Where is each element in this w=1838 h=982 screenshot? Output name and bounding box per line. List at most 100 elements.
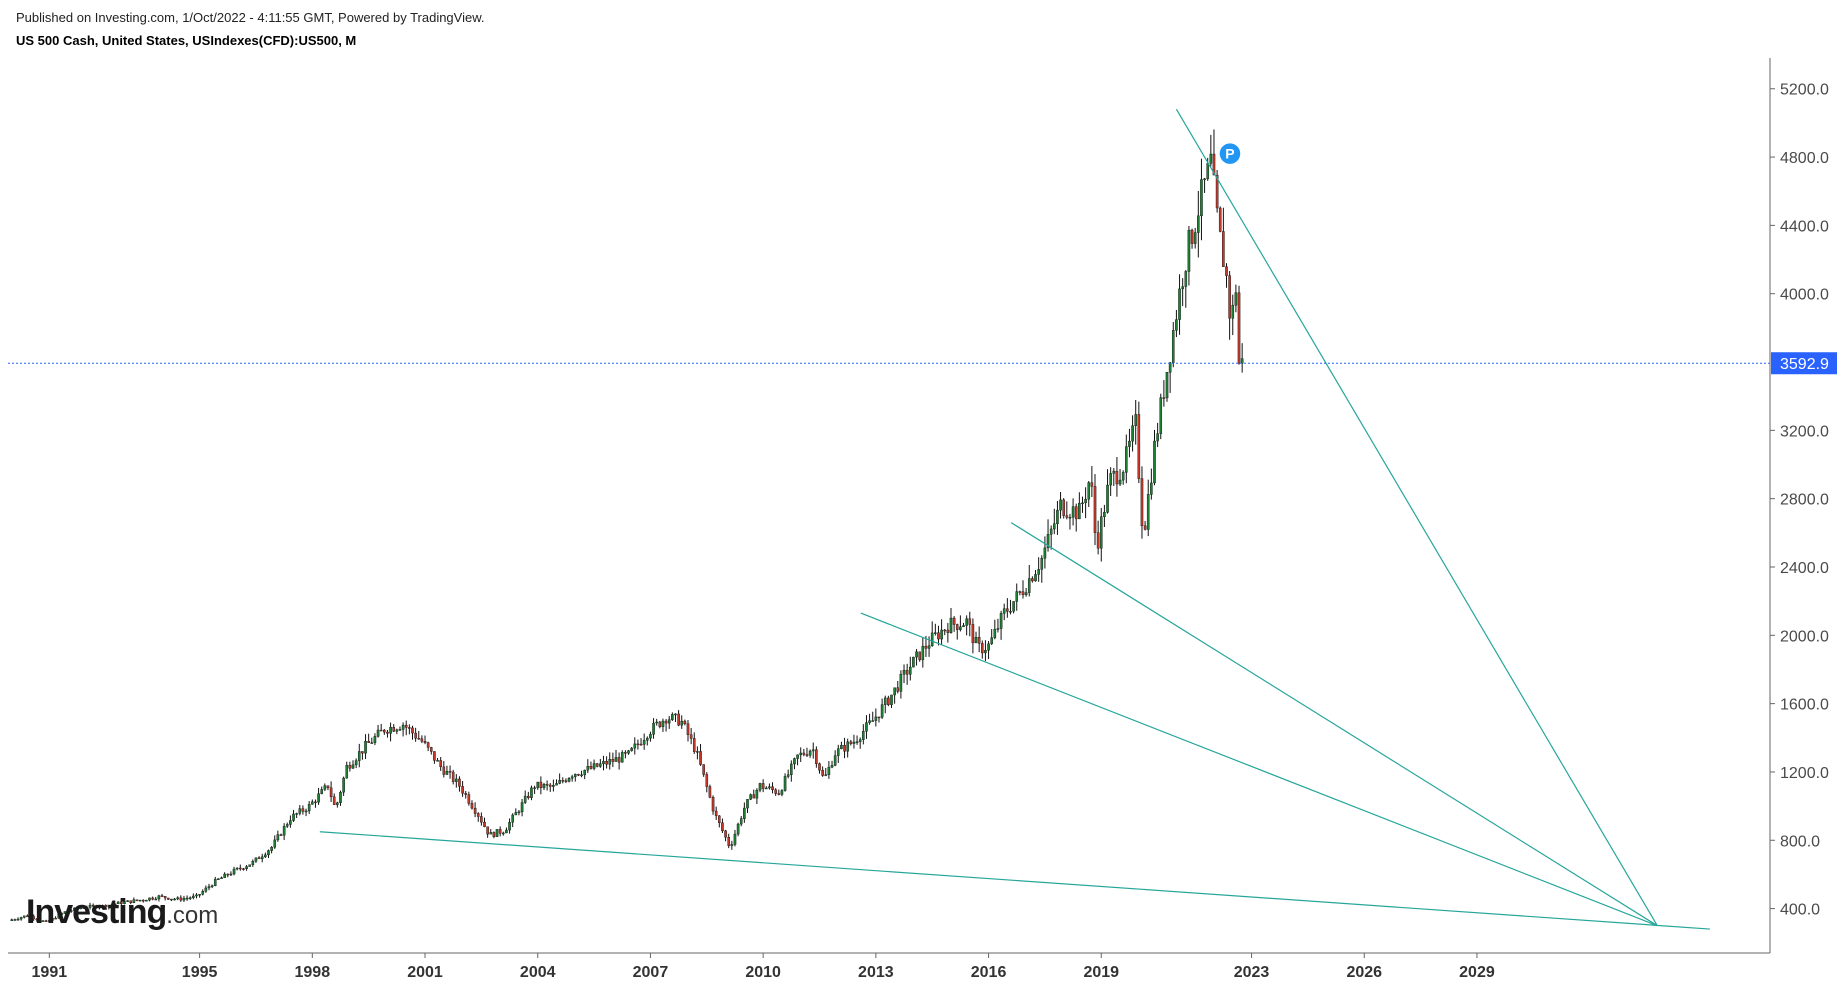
candle-body[interactable] [473, 807, 477, 814]
candle-body[interactable] [357, 751, 361, 761]
candle-body[interactable] [307, 804, 311, 812]
candle-body[interactable] [1156, 433, 1159, 442]
candle-body[interactable] [786, 774, 790, 777]
candle-body[interactable] [971, 624, 975, 644]
candle-body[interactable] [411, 727, 414, 734]
candle-body[interactable] [974, 637, 978, 644]
candle-body[interactable] [1053, 523, 1056, 530]
candle-body[interactable] [38, 919, 42, 922]
candle-body[interactable] [192, 895, 195, 898]
candle-body[interactable] [173, 898, 176, 901]
candle-body[interactable] [467, 794, 471, 804]
candle-body[interactable] [614, 757, 618, 762]
candle-body[interactable] [508, 822, 511, 831]
candle-body[interactable] [116, 901, 120, 905]
candle-body[interactable] [736, 823, 740, 835]
candle-body[interactable] [276, 834, 280, 841]
candle-body[interactable] [1134, 414, 1138, 426]
candle-body[interactable] [1068, 516, 1072, 519]
candle-body[interactable] [915, 651, 918, 658]
candle-body[interactable] [501, 832, 505, 835]
candle-body[interactable] [423, 741, 427, 743]
candle-body[interactable] [771, 786, 774, 791]
candle-body[interactable] [439, 760, 442, 768]
candle-body[interactable] [229, 873, 233, 876]
candle-body[interactable] [476, 813, 480, 817]
candle-body[interactable] [458, 778, 461, 787]
candle-body[interactable] [608, 759, 612, 765]
candle-body[interactable] [639, 743, 643, 746]
candle-body[interactable] [217, 878, 220, 880]
candle-body[interactable] [630, 747, 633, 751]
candle-body[interactable] [818, 763, 821, 771]
candle-body[interactable] [348, 765, 352, 769]
candle-body[interactable] [57, 914, 61, 919]
candle-body[interactable] [1071, 506, 1075, 518]
candle-body[interactable] [1006, 608, 1009, 612]
candle-body[interactable] [896, 687, 900, 692]
candle-body[interactable] [833, 755, 837, 766]
candle-body[interactable] [1099, 516, 1103, 549]
candle-body[interactable] [752, 794, 756, 799]
candle-body[interactable] [667, 719, 671, 724]
candle-body[interactable] [329, 787, 333, 798]
candle-body[interactable] [1059, 499, 1062, 511]
candle-body[interactable] [843, 745, 846, 752]
candle-body[interactable] [505, 829, 508, 834]
candle-body[interactable] [912, 656, 915, 668]
candle-body[interactable] [345, 765, 349, 779]
candle-body[interactable] [461, 786, 464, 794]
candle-body[interactable] [1225, 266, 1228, 276]
candle-body[interactable] [395, 729, 399, 732]
candle-body[interactable] [404, 724, 408, 728]
candle-body[interactable] [13, 919, 17, 921]
candle-body[interactable] [1222, 231, 1225, 267]
candle-body[interactable] [48, 920, 51, 922]
candle-body[interactable] [520, 802, 524, 813]
candle-body[interactable] [279, 834, 283, 836]
candle-body[interactable] [29, 915, 32, 918]
candle-body[interactable] [627, 750, 630, 754]
candle-body[interactable] [902, 669, 906, 675]
candle-body[interactable] [1021, 591, 1025, 595]
candle-body[interactable] [185, 897, 189, 900]
candle-body[interactable] [793, 758, 796, 765]
candle-body[interactable] [354, 760, 358, 766]
candle-body[interactable] [567, 778, 571, 782]
candle-body[interactable] [743, 807, 746, 819]
candle-body[interactable] [304, 810, 308, 813]
candle-body[interactable] [1118, 479, 1122, 485]
candle-body[interactable] [22, 915, 26, 918]
candle-body[interactable] [336, 802, 339, 805]
candle-body[interactable] [1181, 286, 1184, 290]
candle-body[interactable] [836, 748, 840, 756]
candle-body[interactable] [451, 771, 455, 782]
candle-body[interactable] [561, 780, 565, 782]
candle-body[interactable] [727, 837, 731, 846]
candle-body[interactable] [599, 763, 602, 767]
candle-body[interactable] [1237, 292, 1241, 364]
candle-body[interactable] [658, 721, 662, 727]
candle-body[interactable] [35, 918, 39, 921]
candle-body[interactable] [235, 867, 239, 870]
candle-body[interactable] [69, 910, 73, 912]
candle-body[interactable] [702, 764, 705, 775]
candle-body[interactable] [160, 895, 164, 897]
candle-body[interactable] [542, 784, 546, 788]
candle-body[interactable] [1162, 397, 1166, 399]
candle-body[interactable] [41, 920, 45, 922]
candle-body[interactable] [1150, 482, 1153, 495]
candle-body[interactable] [993, 628, 997, 638]
candle-body[interactable] [248, 864, 251, 867]
candle-body[interactable] [548, 784, 552, 787]
candle-body[interactable] [780, 790, 784, 795]
candle-body[interactable] [376, 729, 380, 737]
candle-body[interactable] [1037, 569, 1040, 575]
candle-body[interactable] [880, 704, 884, 718]
candle-body[interactable] [1165, 372, 1169, 399]
candle-body[interactable] [1131, 425, 1134, 442]
candle-body[interactable] [949, 617, 953, 633]
candle-body[interactable] [120, 901, 123, 904]
candle-body[interactable] [210, 885, 214, 887]
candle-body[interactable] [1171, 330, 1175, 363]
